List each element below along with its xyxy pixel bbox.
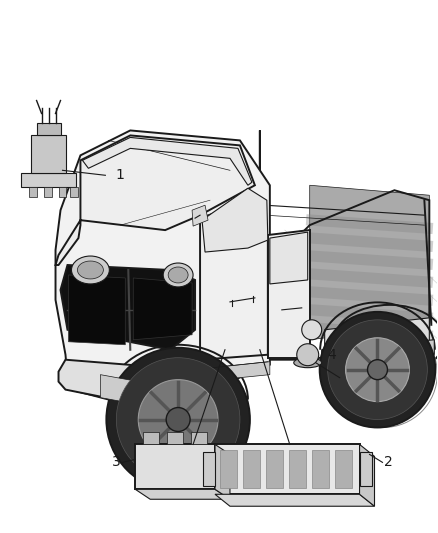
Polygon shape — [215, 494, 374, 506]
Polygon shape — [289, 450, 306, 488]
Polygon shape — [190, 362, 270, 383]
Polygon shape — [56, 131, 270, 419]
Polygon shape — [28, 187, 37, 197]
Polygon shape — [310, 185, 429, 340]
Polygon shape — [360, 445, 374, 506]
Circle shape — [138, 379, 218, 459]
Polygon shape — [135, 489, 230, 499]
Text: 4: 4 — [328, 348, 336, 362]
Circle shape — [166, 408, 190, 432]
Ellipse shape — [78, 261, 103, 279]
Ellipse shape — [168, 267, 188, 283]
Text: 1: 1 — [115, 168, 124, 182]
Polygon shape — [37, 124, 60, 135]
Polygon shape — [68, 275, 125, 345]
Polygon shape — [82, 138, 252, 185]
Polygon shape — [203, 453, 215, 486]
Circle shape — [346, 338, 410, 401]
Polygon shape — [321, 340, 434, 365]
Polygon shape — [215, 445, 360, 494]
Circle shape — [328, 320, 427, 419]
Circle shape — [320, 312, 435, 427]
Polygon shape — [360, 453, 371, 486]
Polygon shape — [220, 450, 237, 488]
Polygon shape — [31, 135, 67, 173]
Polygon shape — [60, 265, 195, 350]
Polygon shape — [167, 432, 183, 445]
Polygon shape — [100, 375, 155, 408]
Polygon shape — [268, 230, 310, 358]
Circle shape — [367, 360, 388, 379]
Ellipse shape — [71, 256, 110, 284]
Circle shape — [297, 344, 319, 366]
Polygon shape — [200, 200, 268, 360]
Polygon shape — [21, 173, 77, 187]
Polygon shape — [325, 318, 429, 358]
Polygon shape — [71, 187, 78, 197]
Ellipse shape — [294, 358, 321, 368]
Polygon shape — [133, 278, 192, 340]
Polygon shape — [43, 187, 52, 197]
Polygon shape — [143, 432, 159, 445]
Polygon shape — [312, 450, 328, 488]
Polygon shape — [56, 135, 255, 265]
Polygon shape — [191, 432, 207, 445]
Circle shape — [117, 358, 240, 481]
Polygon shape — [215, 445, 230, 499]
Polygon shape — [192, 205, 208, 226]
Polygon shape — [135, 445, 215, 489]
Circle shape — [302, 320, 321, 340]
Polygon shape — [243, 450, 260, 488]
Polygon shape — [335, 450, 352, 488]
Text: 3: 3 — [112, 455, 121, 470]
Ellipse shape — [163, 263, 193, 287]
Polygon shape — [59, 360, 200, 415]
Polygon shape — [59, 187, 67, 197]
Polygon shape — [202, 188, 268, 252]
Circle shape — [106, 348, 250, 491]
Polygon shape — [270, 232, 308, 284]
Polygon shape — [266, 450, 283, 488]
Text: 2: 2 — [385, 455, 393, 470]
